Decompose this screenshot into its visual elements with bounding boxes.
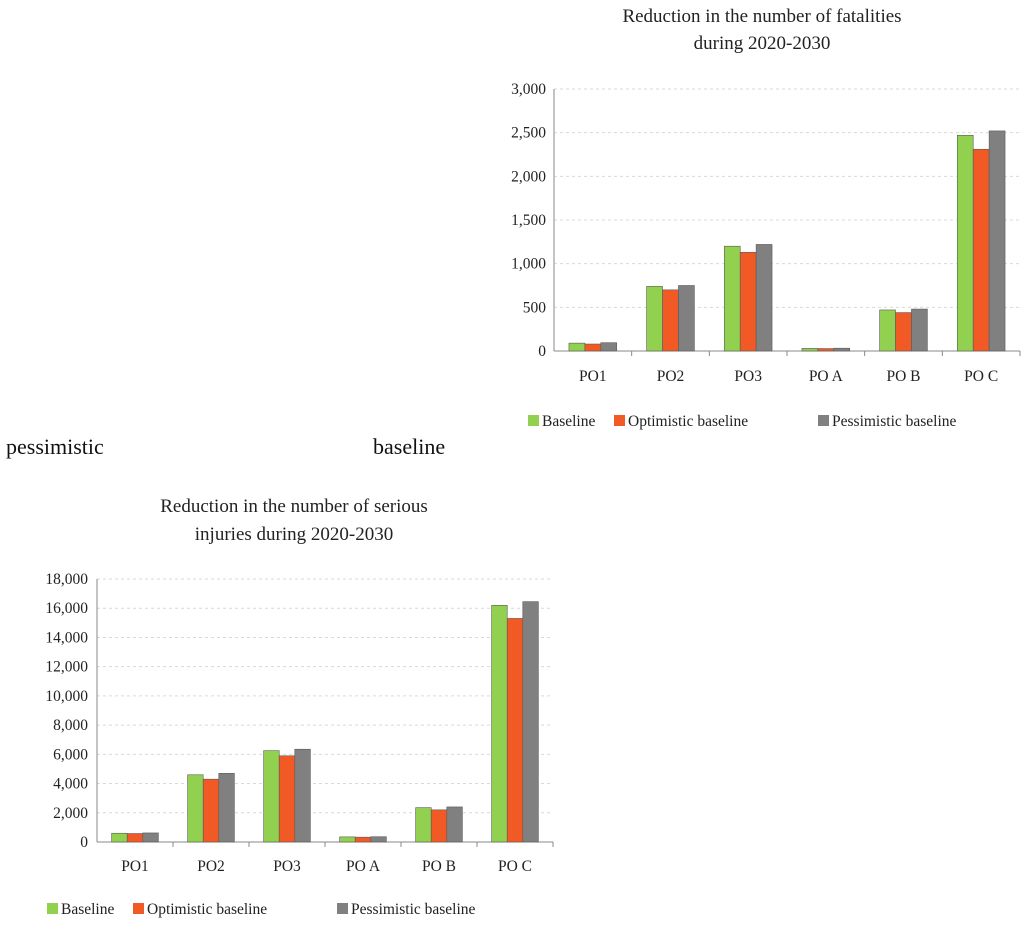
bar-poa-pessimistic (370, 836, 387, 843)
y-tick-label: 12,000 (45, 659, 88, 676)
x-tick-label: PO1 (579, 368, 607, 385)
bar-pob-pessimistic (911, 308, 928, 352)
bar-po1-baseline (568, 342, 586, 352)
legend-label: Baseline (61, 901, 114, 918)
bar-po1-optimistic (584, 343, 602, 352)
y-tick-label: 8,000 (53, 717, 88, 734)
bar-po2-pessimistic (678, 285, 695, 352)
x-tick-label: PO3 (734, 368, 762, 385)
bar-poa-optimistic (354, 836, 372, 843)
bar-poc-pessimistic (988, 130, 1006, 352)
text-fragment-pessimistic: pessimistic (6, 434, 104, 459)
bar-poc-baseline (491, 604, 508, 843)
y-tick-label: 10,000 (45, 688, 88, 705)
x-tick-label: PO A (346, 858, 381, 875)
bar-pob-optimistic (895, 312, 912, 352)
chart-serious-injuries: Reduction in the number of serious injuri… (45, 496, 554, 918)
bar-poa-optimistic (817, 348, 835, 352)
bar-po2-pessimistic (218, 773, 235, 843)
bar-poc-pessimistic (522, 601, 539, 843)
y-tick-label: 4,000 (53, 776, 88, 793)
legend-label: Baseline (542, 413, 595, 430)
chart-title-line-2: injuries during 2020-2030 (195, 524, 393, 545)
bar-po3-pessimistic (294, 748, 311, 843)
x-tick-label: PO B (886, 368, 920, 385)
bar-po1-baseline (111, 832, 128, 843)
legend-label: Pessimistic baseline (351, 901, 476, 918)
bar-po1-pessimistic (142, 832, 159, 843)
legend-label: Pessimistic baseline (832, 413, 957, 430)
bar-po3-optimistic (278, 755, 296, 843)
bar-pob-baseline (415, 807, 432, 843)
bar-poa-baseline (339, 836, 356, 843)
text-fragment-baseline: baseline (373, 434, 446, 459)
x-tick-label: PO A (809, 368, 844, 385)
chart-title-line-1: Reduction in the number of fatalities (622, 6, 901, 27)
x-tick-label: PO B (422, 858, 456, 875)
y-tick-label: 16,000 (45, 600, 88, 617)
bar-po2-optimistic (202, 778, 220, 843)
bar-poa-baseline (801, 348, 819, 352)
y-tick-label: 500 (523, 299, 547, 316)
bar-poc-optimistic (506, 618, 524, 843)
x-tick-label: PO C (498, 858, 532, 875)
bar-pob-optimistic (430, 809, 448, 843)
chart-fatalities: Reduction in the number of fatalities dur… (511, 6, 1021, 430)
legend-swatch (614, 415, 625, 426)
chart-title-line-2: during 2020-2030 (694, 33, 831, 54)
bar-pob-pessimistic (446, 806, 463, 843)
bar-po2-optimistic (662, 289, 679, 352)
bar-po3-pessimistic (755, 244, 773, 352)
y-tick-label: 14,000 (45, 629, 88, 646)
y-tick-label: 0 (80, 834, 88, 851)
y-tick-label: 6,000 (53, 746, 88, 763)
legend-swatch (818, 415, 829, 426)
y-tick-label: 2,500 (511, 125, 546, 142)
bar-po3-baseline (723, 245, 741, 352)
legend-label: Optimistic baseline (147, 901, 267, 918)
bar-po1-pessimistic (600, 342, 618, 352)
bar-poa-pessimistic (833, 347, 851, 352)
y-tick-label: 18,000 (45, 571, 88, 588)
legend-swatch (133, 903, 144, 914)
y-tick-label: 2,000 (53, 805, 88, 822)
bar-poc-baseline (956, 134, 974, 352)
legend-swatch (528, 415, 539, 426)
bar-po3-baseline (263, 750, 280, 843)
bar-poc-optimistic (972, 148, 990, 352)
bar-po2-baseline (646, 286, 663, 352)
x-tick-label: PO3 (273, 858, 301, 875)
y-tick-label: 1,000 (511, 256, 546, 273)
y-tick-label: 3,000 (511, 81, 546, 98)
chart-title-line-1: Reduction in the number of serious (160, 496, 428, 517)
bar-pob-baseline (879, 309, 896, 352)
bar-po2-baseline (187, 774, 204, 843)
x-tick-label: PO1 (121, 858, 149, 875)
legend-label: Optimistic baseline (628, 413, 748, 430)
x-tick-label: PO C (964, 368, 998, 385)
x-tick-label: PO2 (657, 368, 685, 385)
y-tick-label: 0 (538, 343, 546, 360)
y-tick-label: 1,500 (511, 212, 546, 229)
bar-po1-optimistic (126, 833, 144, 843)
x-tick-label: PO2 (197, 858, 225, 875)
legend-swatch (47, 903, 58, 914)
legend-swatch (337, 903, 348, 914)
bar-po3-optimistic (739, 252, 757, 352)
y-tick-label: 2,000 (511, 168, 546, 185)
